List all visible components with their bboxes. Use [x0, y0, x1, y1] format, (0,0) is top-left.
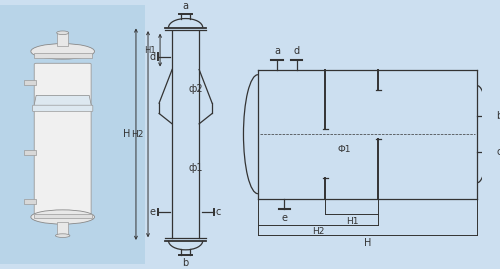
Text: c: c — [496, 147, 500, 157]
Text: b: b — [182, 258, 188, 268]
Text: H1: H1 — [346, 217, 358, 226]
Text: e: e — [282, 213, 288, 222]
Text: H: H — [364, 238, 372, 248]
Text: a: a — [182, 1, 188, 11]
Ellipse shape — [56, 31, 68, 35]
Ellipse shape — [31, 210, 94, 224]
Text: H1: H1 — [144, 46, 156, 55]
Polygon shape — [34, 95, 92, 108]
Text: H2: H2 — [312, 227, 324, 236]
Ellipse shape — [56, 234, 70, 238]
Ellipse shape — [31, 44, 94, 59]
Bar — [24, 80, 36, 85]
Bar — [24, 199, 36, 204]
Text: ф1: ф1 — [188, 163, 202, 173]
Text: d: d — [149, 52, 155, 62]
Bar — [57, 33, 68, 46]
Text: H2: H2 — [131, 130, 143, 139]
Text: Ф1: Ф1 — [338, 144, 351, 154]
FancyBboxPatch shape — [34, 63, 91, 218]
FancyBboxPatch shape — [0, 5, 144, 264]
Bar — [24, 150, 36, 155]
Bar — [57, 222, 68, 235]
Text: ф2: ф2 — [188, 84, 202, 94]
FancyBboxPatch shape — [32, 105, 93, 111]
Bar — [34, 214, 92, 218]
Text: a: a — [274, 46, 280, 56]
Text: c: c — [216, 207, 221, 217]
Bar — [34, 53, 92, 58]
Text: H: H — [123, 129, 130, 139]
Text: b: b — [496, 111, 500, 121]
Text: d: d — [294, 46, 300, 56]
Text: e: e — [149, 207, 155, 217]
